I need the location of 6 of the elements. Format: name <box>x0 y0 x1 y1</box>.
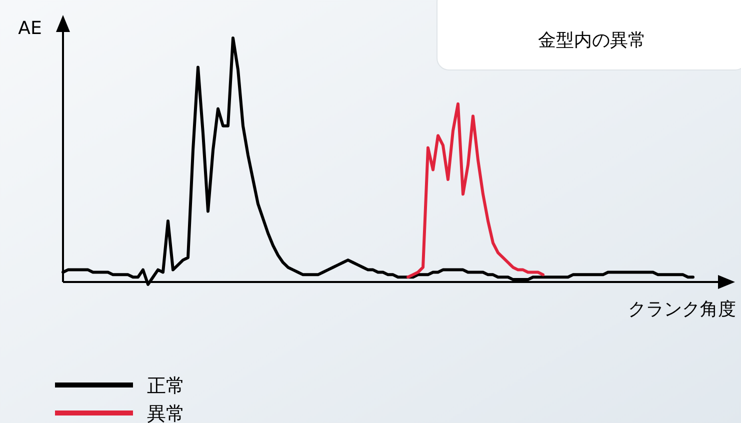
annotation: 金型内の異常 <box>436 0 741 70</box>
y-axis-title: AE <box>18 18 42 39</box>
legend-label: 異常 <box>147 403 185 423</box>
x-axis-title: クランク角度 <box>628 299 736 320</box>
legend-label: 正常 <box>147 375 185 397</box>
annotation: 金型内の異常 <box>538 30 646 51</box>
